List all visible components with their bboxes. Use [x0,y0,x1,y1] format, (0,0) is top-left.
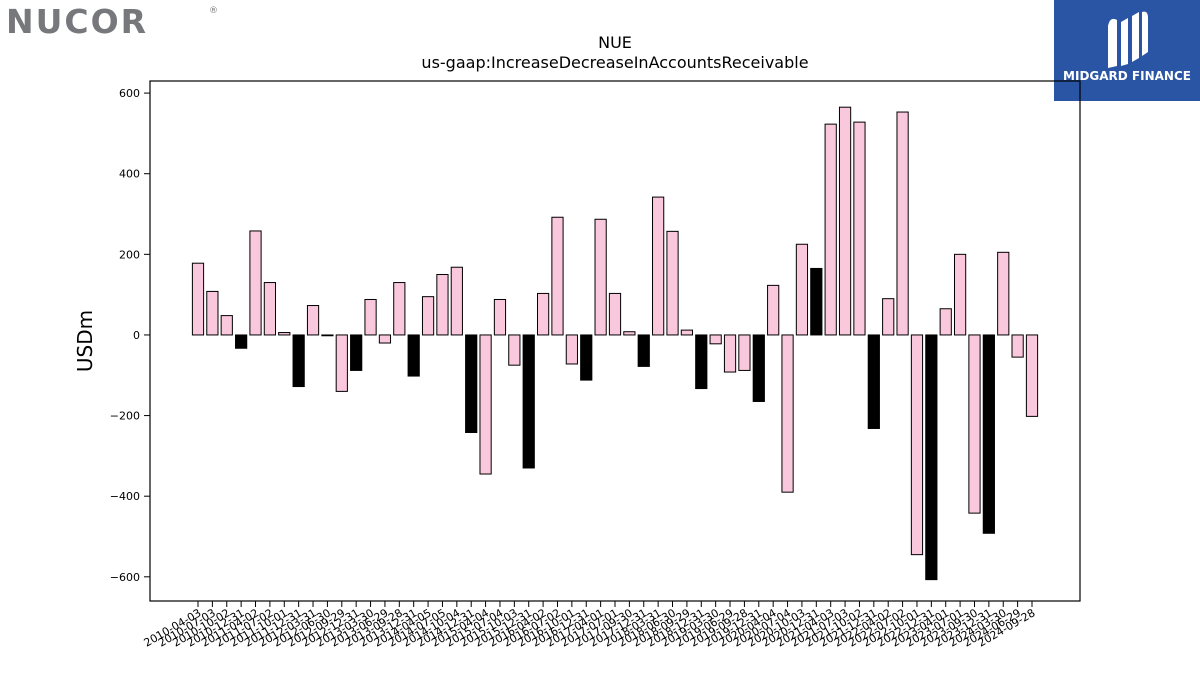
bar [1025,334,1039,417]
bar [853,121,866,336]
bar [493,298,507,336]
bar [407,334,420,377]
bar [652,196,665,336]
bar [378,334,392,344]
bar [421,296,435,336]
bar [278,332,291,336]
bar [235,334,248,349]
bar [594,218,607,336]
plot-area-frame [149,80,1081,602]
bar [551,216,564,336]
bar [608,292,622,336]
bar [263,282,277,336]
bar [810,267,823,336]
nucor-logo-text: NUCOR [6,2,149,41]
bar [465,334,478,434]
bar [479,334,492,475]
y-tick-label: −400 [110,490,140,503]
bar [982,334,995,534]
bar [767,284,780,336]
bar [723,334,737,373]
bar [680,329,694,336]
registered-mark: ® [209,6,218,16]
bar [637,334,650,367]
bar [939,308,952,336]
bar [393,282,406,336]
y-tick-label: −600 [110,571,140,584]
midgard-finance-text: MIDGARD FINANCE [1063,69,1191,83]
bar [306,305,320,336]
y-tick-label: 400 [119,168,140,181]
bar [191,262,205,336]
midgard-finance-logo: MIDGARD FINANCE [1054,0,1200,101]
bar [321,334,334,337]
bar [623,331,636,336]
y-tick-label: 200 [119,248,140,261]
bar [781,334,794,493]
bar [565,334,578,365]
bar [450,266,463,336]
bar [335,334,348,392]
bar [910,334,924,556]
bar [436,273,449,336]
bar [695,334,708,390]
bar [580,334,593,381]
chart-subtitle: us-gaap:IncreaseDecreaseInAccountsReceiv… [421,53,808,72]
bar [867,334,880,429]
bar [896,111,909,336]
bar [249,230,262,336]
bar [522,334,535,469]
bar [206,290,219,336]
chart-title: NUE [598,33,632,52]
y-tick-label: 0 [133,329,140,342]
bar [824,123,837,336]
bar [292,334,305,388]
bar [997,251,1010,336]
bar [350,334,363,371]
bar [838,106,852,336]
bar [953,253,967,336]
midgard-finance-icon [1108,11,1148,68]
bar [1011,334,1024,358]
bar [968,334,981,514]
y-tick-label: −200 [110,410,140,423]
bar [536,292,550,336]
bar [508,334,521,366]
bar [752,334,765,402]
bar [795,243,809,336]
y-tick-label: 600 [119,87,140,100]
bar [882,298,895,336]
nucor-logo: NUCOR ® [6,2,218,41]
bar [925,334,938,581]
bar [364,298,377,336]
bar [220,315,233,336]
bar [738,334,751,371]
y-axis-label: USDm [73,310,97,372]
bar [709,334,722,345]
bar [666,230,679,336]
